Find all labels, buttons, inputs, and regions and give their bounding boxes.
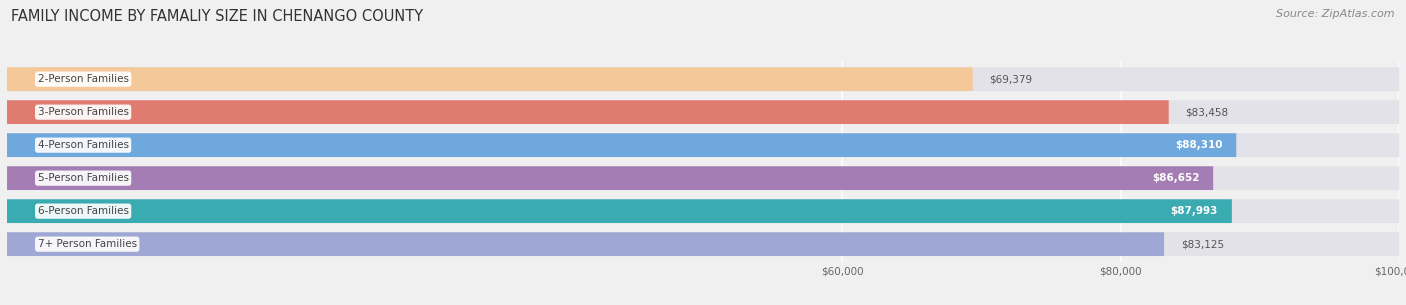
- Text: 5-Person Families: 5-Person Families: [38, 173, 129, 183]
- Text: $88,310: $88,310: [1175, 140, 1222, 150]
- FancyBboxPatch shape: [7, 133, 1236, 157]
- Text: $86,652: $86,652: [1152, 173, 1199, 183]
- FancyBboxPatch shape: [7, 199, 1399, 223]
- Text: 2-Person Families: 2-Person Families: [38, 74, 129, 84]
- Text: $69,379: $69,379: [990, 74, 1032, 84]
- Text: $83,458: $83,458: [1185, 107, 1229, 117]
- Text: $87,993: $87,993: [1171, 206, 1218, 216]
- FancyBboxPatch shape: [7, 199, 1232, 223]
- FancyBboxPatch shape: [7, 100, 1399, 124]
- FancyBboxPatch shape: [7, 166, 1213, 190]
- Text: $83,125: $83,125: [1181, 239, 1223, 249]
- FancyBboxPatch shape: [7, 232, 1164, 256]
- FancyBboxPatch shape: [7, 166, 1399, 190]
- FancyBboxPatch shape: [7, 67, 1399, 91]
- FancyBboxPatch shape: [7, 232, 1399, 256]
- Text: 6-Person Families: 6-Person Families: [38, 206, 129, 216]
- Text: 7+ Person Families: 7+ Person Families: [38, 239, 136, 249]
- Text: Source: ZipAtlas.com: Source: ZipAtlas.com: [1277, 9, 1395, 19]
- FancyBboxPatch shape: [7, 100, 1168, 124]
- Text: 3-Person Families: 3-Person Families: [38, 107, 129, 117]
- Text: 4-Person Families: 4-Person Families: [38, 140, 129, 150]
- Text: FAMILY INCOME BY FAMALIY SIZE IN CHENANGO COUNTY: FAMILY INCOME BY FAMALIY SIZE IN CHENANG…: [11, 9, 423, 24]
- FancyBboxPatch shape: [7, 67, 973, 91]
- FancyBboxPatch shape: [7, 133, 1399, 157]
